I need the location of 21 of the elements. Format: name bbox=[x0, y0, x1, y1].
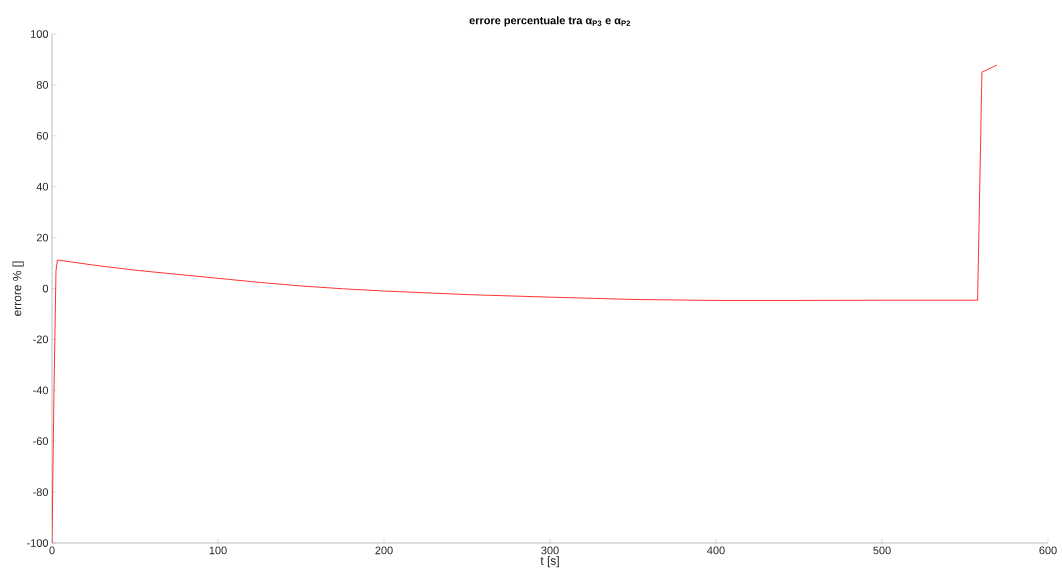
y-tick-label: 40 bbox=[36, 182, 49, 191]
y-tick-label: -80 bbox=[33, 488, 49, 496]
y-tick-label: -40 bbox=[33, 386, 49, 395]
x-tick-label: 100 bbox=[209, 546, 227, 555]
y-axis-title: errore % [] bbox=[12, 261, 24, 316]
x-axis-title: t [s] bbox=[540, 556, 559, 568]
x-tick-label: 0 bbox=[49, 546, 55, 555]
x-tick-label: 400 bbox=[707, 546, 725, 555]
y-tick-label: 80 bbox=[36, 81, 49, 89]
y-tick-label: 60 bbox=[36, 131, 49, 140]
x-tick-label: 200 bbox=[375, 546, 393, 555]
x-tick-label: 500 bbox=[873, 546, 891, 555]
chart-title: errore percentuale tra α$_{P3}$ e α$_{P2}$ bbox=[469, 16, 631, 27]
y-tick-label: 0 bbox=[42, 284, 49, 293]
x-tick-label: 600 bbox=[1039, 546, 1057, 555]
y-tick-label: -60 bbox=[33, 437, 49, 446]
x-tick-label: 300 bbox=[541, 546, 559, 555]
y-tick-label: 100 bbox=[31, 30, 49, 38]
y-tick-label: -20 bbox=[33, 335, 49, 344]
y-tick-label: 20 bbox=[36, 233, 49, 242]
y-tick-label: -100 bbox=[27, 539, 49, 547]
